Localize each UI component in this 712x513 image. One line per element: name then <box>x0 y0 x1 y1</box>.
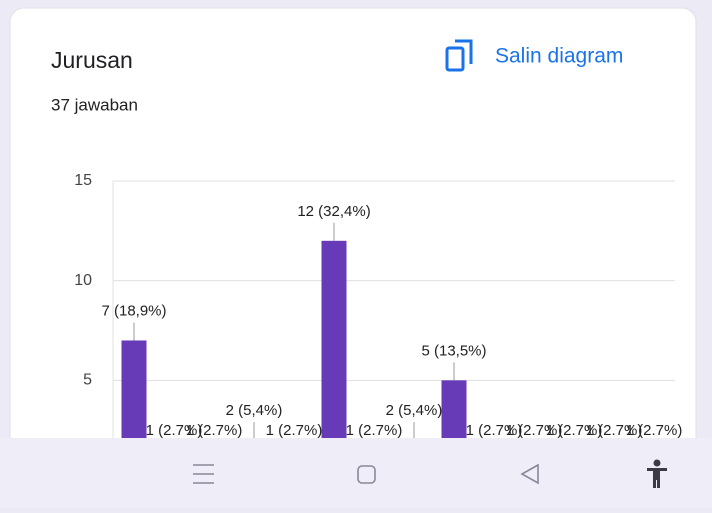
data-label: 5 (13,5%) <box>421 342 486 359</box>
y-tick-label: 5 <box>83 372 92 389</box>
copy-icon <box>455 39 473 64</box>
data-label: 2 (5,4%) <box>386 402 443 419</box>
data-label: 1 (2.7%) <box>626 422 683 438</box>
copy-icon <box>445 46 465 72</box>
data-label: 1 (2.7%) <box>586 422 643 438</box>
data-label: 1 (2.7%) <box>266 422 323 438</box>
navigation-bar <box>0 438 712 508</box>
chart-title: Jurusan <box>51 47 133 73</box>
data-label: 7 (18,9%) <box>101 302 166 319</box>
data-label: 1 (2.7%) <box>146 422 203 438</box>
data-label: 1 (2.7%) <box>506 422 563 438</box>
back-button[interactable] <box>520 463 539 485</box>
card-background <box>9 7 697 438</box>
y-tick-label: 15 <box>74 172 92 189</box>
response-count: 37 jawaban <box>51 95 138 114</box>
accessibility-button[interactable] <box>647 459 667 489</box>
nav-icons <box>193 459 667 489</box>
bar <box>121 340 147 438</box>
copy-label: Salin diagram <box>495 45 623 68</box>
y-tick-label: 10 <box>74 272 92 289</box>
bar <box>441 380 467 438</box>
data-label: 1 (2.7%) <box>466 422 523 438</box>
data-label: 1 (2.7%) <box>186 422 243 438</box>
card: Jurusan 37 jawaban Salin diagram 5 10 15 7 … <box>9 7 697 438</box>
home-button[interactable] <box>357 465 376 484</box>
data-label: 1 (2.7%) <box>546 422 603 438</box>
bar <box>321 240 347 438</box>
recent-apps-button[interactable] <box>193 464 214 484</box>
data-label: 12 (32,4%) <box>297 203 370 220</box>
copy-button[interactable]: Salin diagram <box>445 39 623 72</box>
data-label: 2 (5,4%) <box>226 402 283 419</box>
data-label: 1 (2.7%) <box>346 422 403 438</box>
